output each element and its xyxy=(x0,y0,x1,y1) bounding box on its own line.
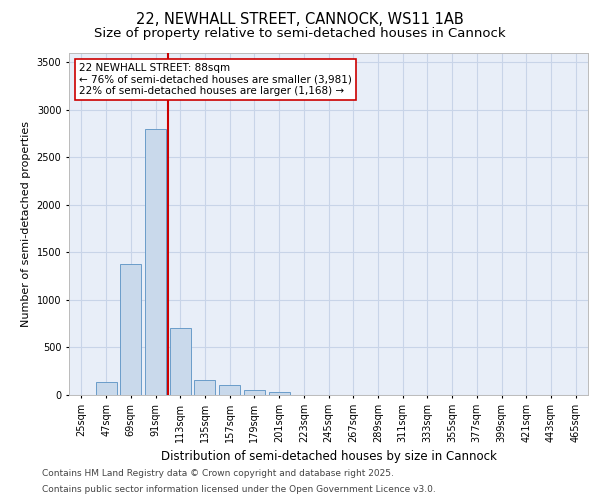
X-axis label: Distribution of semi-detached houses by size in Cannock: Distribution of semi-detached houses by … xyxy=(161,450,496,464)
Text: 22 NEWHALL STREET: 88sqm
← 76% of semi-detached houses are smaller (3,981)
22% o: 22 NEWHALL STREET: 88sqm ← 76% of semi-d… xyxy=(79,63,352,96)
Bar xyxy=(269,392,290,395)
Text: Size of property relative to semi-detached houses in Cannock: Size of property relative to semi-detach… xyxy=(94,28,506,40)
Bar xyxy=(244,390,265,395)
Bar xyxy=(219,386,240,395)
Text: Contains public sector information licensed under the Open Government Licence v3: Contains public sector information licen… xyxy=(42,485,436,494)
Bar xyxy=(95,382,116,395)
Bar xyxy=(120,264,141,395)
Text: Contains HM Land Registry data © Crown copyright and database right 2025.: Contains HM Land Registry data © Crown c… xyxy=(42,468,394,477)
Bar xyxy=(145,128,166,395)
Bar xyxy=(170,328,191,395)
Bar xyxy=(194,380,215,395)
Text: 22, NEWHALL STREET, CANNOCK, WS11 1AB: 22, NEWHALL STREET, CANNOCK, WS11 1AB xyxy=(136,12,464,28)
Y-axis label: Number of semi-detached properties: Number of semi-detached properties xyxy=(21,120,31,327)
